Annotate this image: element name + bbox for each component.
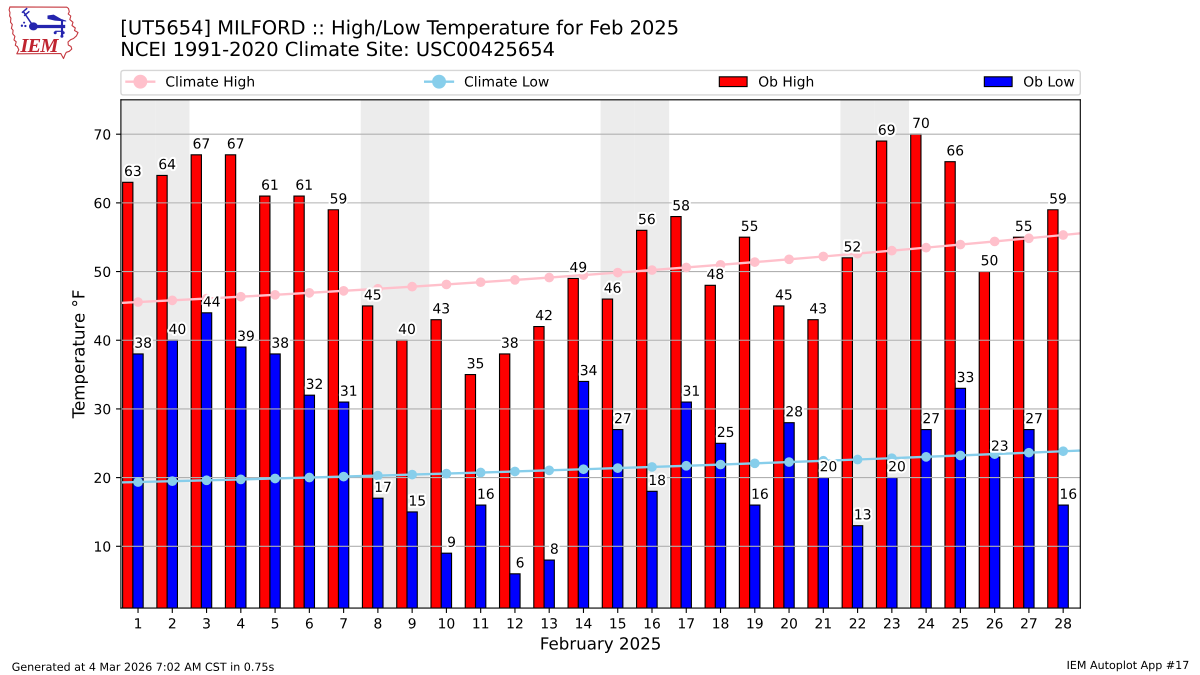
svg-text:IEM: IEM (19, 35, 59, 57)
